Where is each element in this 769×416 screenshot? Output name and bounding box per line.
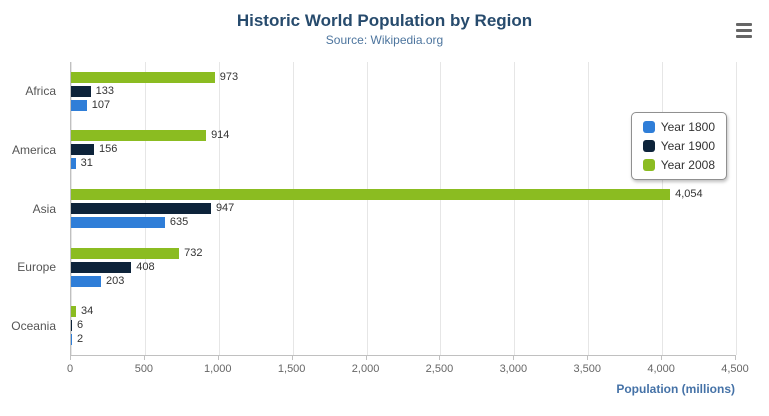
bar-value-label: 2 bbox=[77, 333, 84, 346]
bar-groups: 973 133 107 914 156 31 4,054 947 635 732 408 203 34 6… bbox=[71, 62, 736, 355]
bar-year-2008-africa[interactable] bbox=[71, 71, 215, 83]
x-axis: 0 500 1,000 1,500 2,000 2,500 3,000 3,500 4,000 4… bbox=[66, 356, 749, 382]
gridline bbox=[736, 62, 737, 355]
x-axis-title: Population (millions) bbox=[616, 382, 735, 396]
bar-value-label: 31 bbox=[80, 157, 93, 170]
bar-year-1900-asia[interactable] bbox=[71, 202, 211, 214]
legend-item-year-1800[interactable]: Year 1800 bbox=[642, 120, 715, 134]
bar-value-label: 947 bbox=[215, 201, 235, 214]
gridline bbox=[440, 62, 442, 355]
x-tick-label: 2,000 bbox=[351, 363, 380, 375]
x-tick-label: 1,000 bbox=[204, 363, 232, 375]
x-tick bbox=[513, 356, 515, 360]
x-tick bbox=[70, 356, 71, 360]
bar-value-label: 133 bbox=[95, 84, 114, 97]
bar-group: 973 133 107 bbox=[71, 62, 736, 121]
legend-item-year-2008[interactable]: Year 2008 bbox=[642, 158, 715, 172]
x-tick-label: 3,500 bbox=[573, 363, 601, 375]
x-tick bbox=[291, 356, 293, 360]
gridline bbox=[588, 62, 590, 355]
legend-swatch-year-2008 bbox=[642, 159, 655, 171]
bar-year-2008-asia[interactable] bbox=[71, 188, 671, 200]
bar-value-label: 973 bbox=[219, 70, 239, 83]
chart-title: Historic World Population by Region bbox=[236, 11, 533, 30]
gridline bbox=[514, 62, 516, 355]
legend: Year 1800 Year 1900 Year 2008 bbox=[630, 112, 727, 180]
y-category-label: Oceania bbox=[11, 318, 56, 333]
x-tick bbox=[217, 356, 219, 360]
plot-area: 973 133 107 914 156 31 4,054 947 635 732 408 203 34 6… bbox=[70, 62, 737, 356]
bar-value-label: 635 bbox=[169, 215, 189, 228]
bar-year-1900-america[interactable] bbox=[71, 144, 95, 156]
x-tick-label: 4,000 bbox=[647, 363, 675, 375]
gridline bbox=[366, 62, 368, 355]
bar-group: 914 156 31 bbox=[71, 121, 736, 180]
bar-year-1800-europe[interactable] bbox=[71, 275, 101, 287]
x-tick bbox=[439, 356, 441, 360]
y-category-label: Africa bbox=[25, 84, 56, 99]
bar-year-1800-africa[interactable] bbox=[71, 99, 87, 111]
bar-value-label: 914 bbox=[211, 129, 230, 142]
bar-group: 4,054 947 635 bbox=[71, 179, 736, 238]
bar-group: 34 6 2 bbox=[71, 296, 736, 355]
x-tick-label: 500 bbox=[134, 363, 154, 375]
bar-value-label: 408 bbox=[136, 260, 155, 273]
chart-subtitle: Source: Wikipedia.org bbox=[325, 33, 444, 47]
bar-year-1800-oceania[interactable] bbox=[71, 334, 72, 346]
legend-swatch-year-1900 bbox=[642, 140, 655, 152]
x-tick bbox=[365, 356, 367, 360]
x-tick-label: 3,000 bbox=[499, 363, 528, 375]
x-tick bbox=[735, 356, 736, 360]
hamburger-menu-icon[interactable] bbox=[733, 20, 755, 41]
x-tick-label: 2,500 bbox=[425, 363, 454, 375]
bar-value-label: 732 bbox=[184, 246, 203, 259]
bar-value-label: 156 bbox=[99, 143, 118, 156]
y-category-label: Europe bbox=[17, 260, 56, 275]
y-category-label: Asia bbox=[32, 201, 56, 216]
gridline bbox=[662, 62, 664, 355]
gridline bbox=[218, 62, 220, 355]
bar-year-2008-oceania[interactable] bbox=[71, 306, 77, 318]
legend-label: Year 1800 bbox=[660, 120, 715, 134]
legend-label: Year 2008 bbox=[660, 158, 715, 172]
legend-label: Year 1900 bbox=[660, 139, 715, 153]
bar-value-label: 4,054 bbox=[675, 187, 703, 200]
bar-value-label: 34 bbox=[81, 305, 94, 318]
legend-swatch-year-1800 bbox=[642, 121, 655, 133]
bar-year-2008-america[interactable] bbox=[71, 130, 207, 142]
x-tick-label: 1,500 bbox=[277, 363, 306, 375]
bar-value-label: 107 bbox=[91, 98, 111, 111]
category-axis-labels: Africa America Asia Europe Oceania bbox=[0, 62, 62, 355]
legend-item-year-1900[interactable]: Year 1900 bbox=[642, 139, 715, 153]
y-category-label: America bbox=[11, 142, 56, 157]
bar-value-label: 203 bbox=[105, 274, 125, 287]
hamburger-bar bbox=[736, 29, 752, 32]
x-tick bbox=[661, 356, 663, 360]
x-tick-label: 0 bbox=[66, 363, 74, 375]
x-tick bbox=[143, 356, 145, 360]
x-tick-label: 4,500 bbox=[721, 363, 749, 375]
bar-group: 732 408 203 bbox=[71, 238, 736, 297]
bar-value-label: 6 bbox=[77, 319, 84, 332]
hamburger-bar bbox=[736, 35, 752, 38]
bar-year-1900-oceania[interactable] bbox=[71, 320, 72, 332]
hamburger-bar bbox=[736, 23, 752, 26]
bar-year-1800-asia[interactable] bbox=[71, 216, 165, 228]
bar-year-2008-europe[interactable] bbox=[71, 247, 180, 259]
x-tick bbox=[587, 356, 589, 360]
bar-year-1900-europe[interactable] bbox=[71, 261, 132, 273]
gridline bbox=[292, 62, 294, 355]
bar-year-1900-africa[interactable] bbox=[71, 85, 91, 97]
bar-year-1800-america[interactable] bbox=[71, 158, 76, 170]
